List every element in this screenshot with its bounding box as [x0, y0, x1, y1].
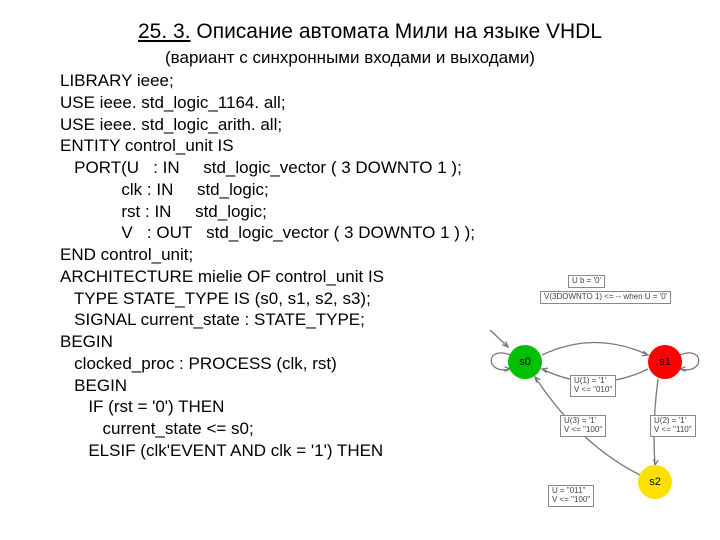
- edge-label-3: U(3) = '1'V <= "100": [560, 415, 606, 437]
- edge-label-4: U(2) = '1'V <= "110": [650, 415, 696, 437]
- state-node-s2: s2: [638, 465, 672, 499]
- state-node-s1: s1: [648, 345, 682, 379]
- subtitle: (вариант с синхронными входами и выходам…: [20, 48, 680, 68]
- title-number: 25. 3.: [138, 20, 191, 43]
- state-node-s0: s0: [508, 345, 542, 379]
- edge-label-0: U b = '0': [568, 275, 605, 288]
- edge-label-2: U(1) = '1'V <= "010": [570, 375, 616, 397]
- state-diagram: s0 s1 s2 U b = '0' V(3DOWNTO 1) <= -- when U…: [480, 275, 700, 515]
- edge-label-1: V(3DOWNTO 1) <= -- when U = '0': [540, 291, 671, 304]
- title-text: Описание автомата Мили на языке VHDL: [191, 20, 602, 43]
- page-title: 25. 3. Описание автомата Мили на языке V…: [60, 20, 680, 44]
- edge-label-5: U = "011"V <= "100": [548, 485, 594, 507]
